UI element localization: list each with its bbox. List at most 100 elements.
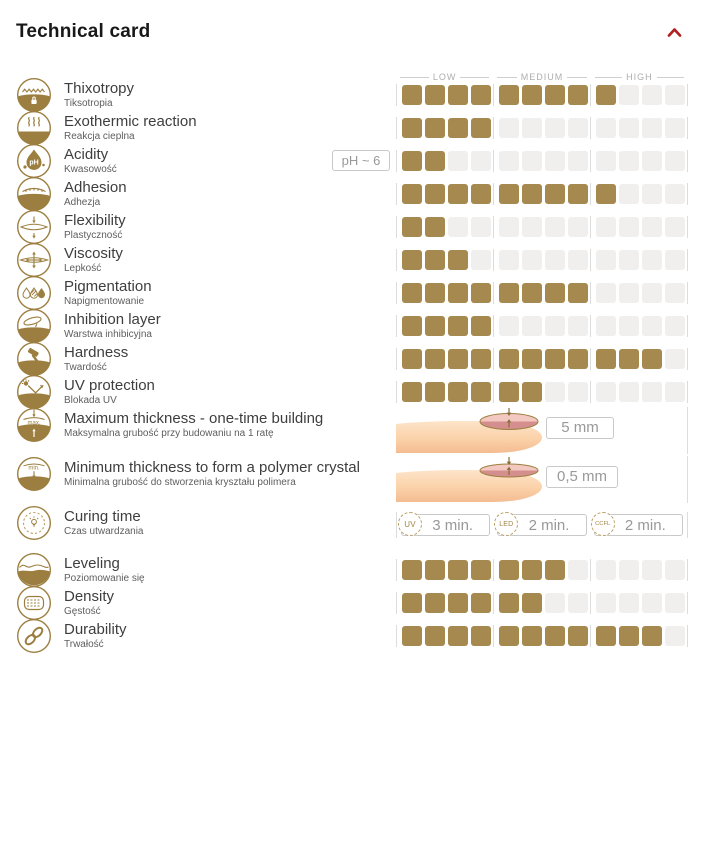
rating-scale: [396, 84, 688, 106]
scale-square-filled: [499, 283, 519, 303]
scale-square-empty: [665, 382, 685, 402]
inhibition-layer-icon: [16, 308, 52, 344]
row-labels: Leveling Poziomowanie się: [64, 552, 396, 584]
scale-square-empty: [568, 382, 588, 402]
scale-group: [396, 559, 493, 581]
rating-scale: [396, 348, 688, 370]
scale-square-filled: [425, 118, 445, 138]
scale-square-filled: [402, 560, 422, 580]
scale-square-filled: [402, 593, 422, 613]
scale-group: [590, 249, 688, 271]
scale-square-filled: [499, 85, 519, 105]
scale-square-filled: [425, 382, 445, 402]
scale-square-empty: [545, 382, 565, 402]
scale-square-filled: [596, 349, 616, 369]
svg-text:max.: max.: [27, 421, 40, 427]
scale-square-filled: [522, 85, 542, 105]
scale-square-empty: [448, 217, 468, 237]
hardness-icon: [16, 341, 52, 377]
scale-square-filled: [545, 349, 565, 369]
scale-square-empty: [642, 151, 662, 171]
scale-square-filled: [596, 626, 616, 646]
scale-value: [396, 183, 688, 205]
density-icon: [16, 585, 52, 621]
scale-square-empty: [619, 593, 639, 613]
row-maximum-thickness-one-time-building: max. Maximum thickness - one-time buildin…: [0, 407, 703, 454]
row-label: Acidity: [64, 146, 109, 163]
scale-square-empty: [642, 85, 662, 105]
scale-square-filled: [596, 85, 616, 105]
scale-square-empty: [596, 217, 616, 237]
row-sublabel: Blokada UV: [64, 395, 117, 406]
scale-square-filled: [402, 217, 422, 237]
scale-square-empty: [568, 560, 588, 580]
row-labels: Minimum thickness to form a polymer crys…: [64, 456, 396, 488]
scale-square-empty: [665, 560, 685, 580]
scale-square-empty: [619, 118, 639, 138]
scale-square-filled: [448, 250, 468, 270]
scale-square-empty: [665, 283, 685, 303]
row-labels: Density Gęstość: [64, 585, 396, 617]
adhesion-icon: [16, 176, 52, 212]
scale-square-filled: [448, 184, 468, 204]
scale-square-empty: [665, 217, 685, 237]
thickness-badge: 0,5 mm: [546, 466, 619, 488]
led-lamp-icon: LED: [494, 512, 519, 536]
rating-scale: [396, 216, 688, 238]
scale-square-filled: [402, 382, 422, 402]
scale-square-filled: [619, 349, 639, 369]
collapse-section-button[interactable]: [663, 23, 686, 42]
scale-square-filled: [522, 626, 542, 646]
scale-value: [396, 592, 688, 614]
scale-group: [396, 348, 493, 370]
curing-time-value: 2 min.: [528, 516, 570, 534]
section-header: Technical card: [0, 0, 703, 47]
scale-square-empty: [642, 593, 662, 613]
scale-value: [396, 315, 688, 337]
scale-square-filled: [402, 626, 422, 646]
scale-square-empty: [619, 151, 639, 171]
scale-group: [396, 117, 493, 139]
rating-scale: [396, 249, 688, 271]
scale-square-filled: [471, 382, 491, 402]
scale-square-empty: [596, 560, 616, 580]
scale-square-filled: [448, 349, 468, 369]
max-thickness-icon: max.: [16, 407, 52, 443]
thickness-value: 0,5 mm: [396, 456, 688, 503]
scale-level-label: LOW: [396, 71, 493, 83]
row-labels: Durability Trwałość: [64, 618, 396, 650]
scale-square-filled: [448, 118, 468, 138]
scale-square-filled: [425, 560, 445, 580]
viscosity-icon: [16, 242, 52, 278]
scale-square-empty: [568, 593, 588, 613]
scale-square-empty: [665, 626, 685, 646]
scale-square-filled: [402, 349, 422, 369]
scale-group: [493, 216, 590, 238]
row-sublabel: Reakcja cieplna: [64, 131, 135, 142]
scale-square-filled: [425, 593, 445, 613]
scale-square-filled: [522, 283, 542, 303]
scale-square-filled: [499, 184, 519, 204]
scale-square-empty: [499, 118, 519, 138]
scale-square-filled: [545, 560, 565, 580]
leveling-icon: [16, 552, 52, 588]
pigmentation-icon: [16, 275, 52, 311]
scale-square-filled: [545, 626, 565, 646]
scale-square-filled: [471, 85, 491, 105]
scale-square-empty: [522, 316, 542, 336]
uv-protection-icon: [16, 374, 52, 410]
scale-square-empty: [471, 217, 491, 237]
scale-square-filled: [425, 349, 445, 369]
scale-group: [396, 84, 493, 106]
scale-group: [590, 348, 688, 370]
scale-group: [590, 216, 688, 238]
row-sublabel: Gęstość: [64, 606, 101, 617]
scale-square-empty: [665, 184, 685, 204]
curing-time-value: 3 min.: [432, 516, 474, 534]
scale-group: [493, 183, 590, 205]
scale-square-filled: [471, 626, 491, 646]
row-labels: Viscosity Lepkość: [64, 242, 396, 274]
scale-group: [493, 150, 590, 172]
curing-time-value: 2 min.: [624, 516, 666, 534]
thickness-badge: 5 mm: [546, 417, 614, 439]
